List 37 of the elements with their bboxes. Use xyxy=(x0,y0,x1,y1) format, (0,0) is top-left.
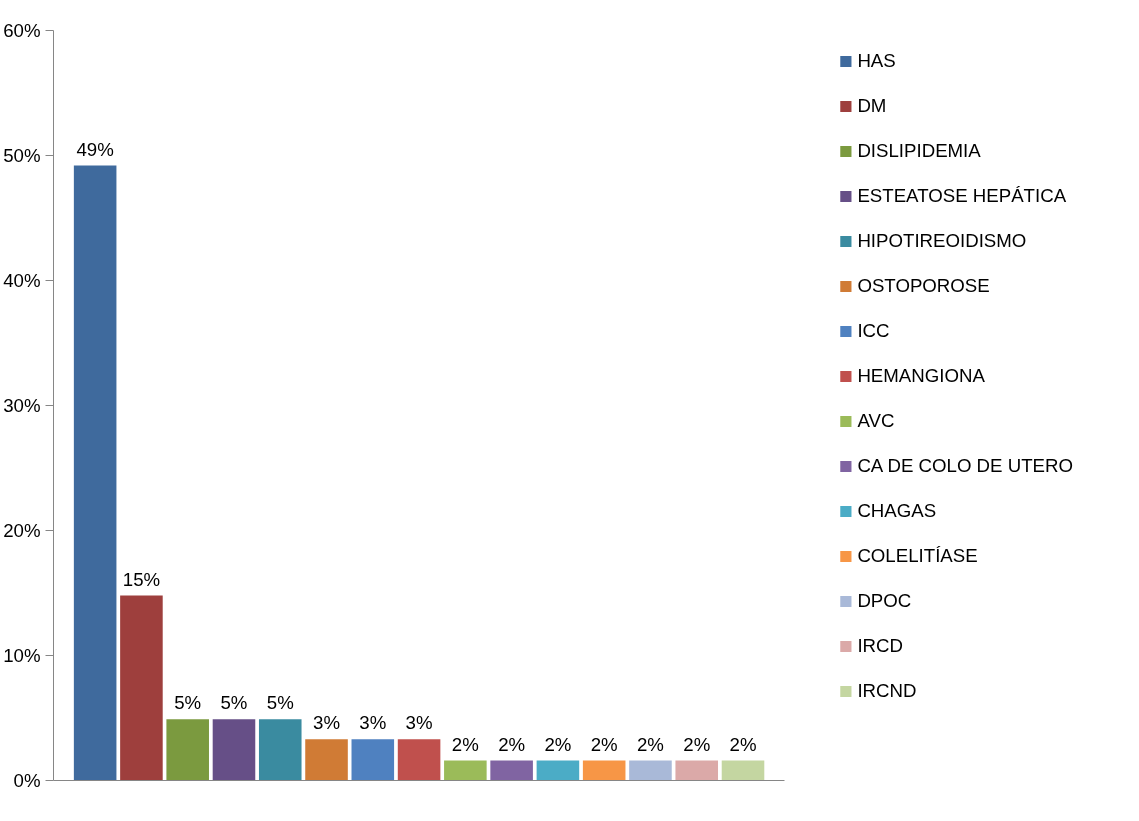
data-label: 3% xyxy=(405,712,433,734)
data-label: 15% xyxy=(122,568,161,590)
data-label: 2% xyxy=(498,733,526,755)
data-label: 2% xyxy=(636,733,664,755)
data-label: 3% xyxy=(359,712,387,734)
data-label: 3% xyxy=(313,712,341,734)
legend-label: AVC xyxy=(857,410,895,432)
legend-label: CHAGAS xyxy=(857,500,937,522)
data-label: 2% xyxy=(544,733,572,755)
y-tick-label: 60% xyxy=(3,20,41,41)
y-tick-label: 0% xyxy=(13,770,41,791)
data-label: 5% xyxy=(220,692,248,714)
legend-label: OSTOPOROSE xyxy=(857,275,990,297)
legend-label: HIPOTIREOIDISMO xyxy=(857,230,1027,252)
y-tick-label: 10% xyxy=(3,645,41,666)
data-label: 2% xyxy=(683,733,711,755)
data-label: 5% xyxy=(174,692,202,714)
legend-label: HAS xyxy=(857,50,896,72)
legend-label: IRCND xyxy=(857,680,917,702)
legend-label: DPOC xyxy=(857,590,912,612)
data-label: 2% xyxy=(451,733,479,755)
data-label: 49% xyxy=(76,138,114,160)
data-label: 2% xyxy=(590,733,618,755)
data-label: 5% xyxy=(266,692,294,714)
legend-label: ESTEATOSE HEPÁTICA xyxy=(857,185,1067,207)
legend-label: DM xyxy=(857,95,887,117)
legend-label: COLELITÍASE xyxy=(857,545,978,567)
y-tick-label: 40% xyxy=(3,270,41,291)
legend-label: CA DE COLO DE UTERO xyxy=(857,455,1073,477)
legend-label: IRCD xyxy=(857,635,903,657)
y-tick-label: 50% xyxy=(3,145,41,166)
data-label: 2% xyxy=(729,733,757,755)
legend-label: ICC xyxy=(857,320,890,342)
legend-label: DISLIPIDEMIA xyxy=(857,140,981,162)
y-tick-label: 20% xyxy=(3,520,41,541)
y-tick-label: 30% xyxy=(3,395,41,416)
legend-label: HEMANGIONA xyxy=(857,365,985,387)
